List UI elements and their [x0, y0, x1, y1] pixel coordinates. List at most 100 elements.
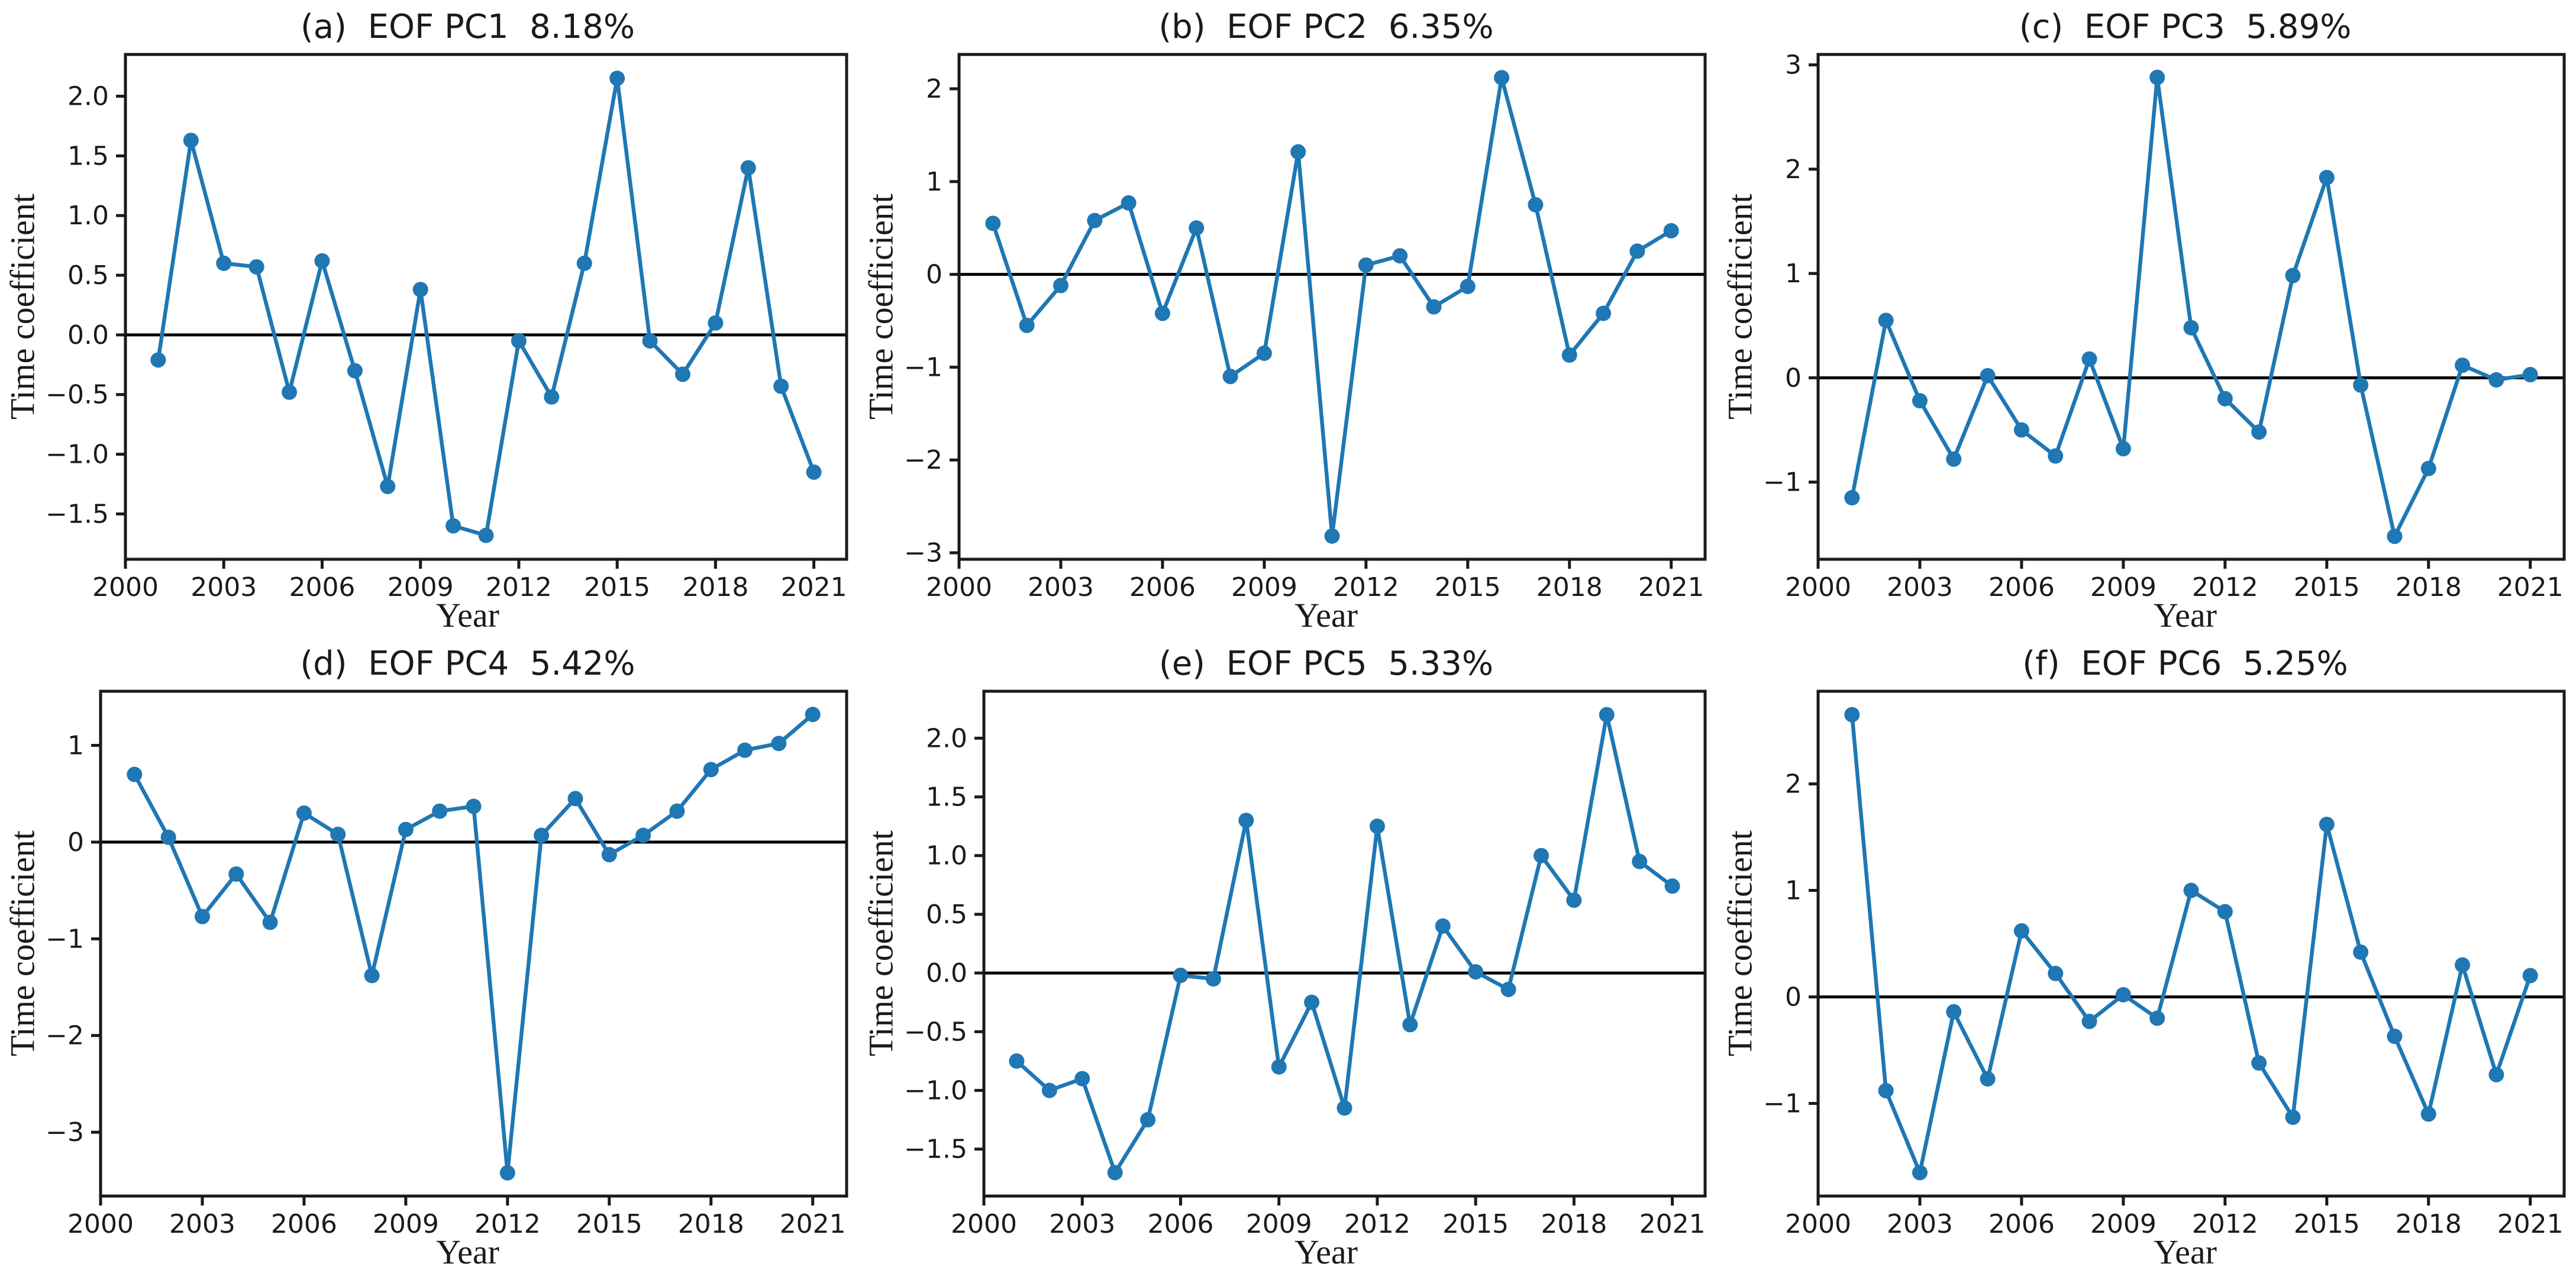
x-tick-label: 2015 [1442, 1209, 1509, 1239]
y-tick-label: 0 [926, 260, 942, 290]
subplot-e-title: (e) EOF PC5 5.33% [1158, 644, 1494, 683]
data-point [1844, 707, 1860, 723]
data-point [642, 333, 658, 349]
data-point [2251, 1055, 2267, 1071]
data-point [1878, 1082, 1894, 1098]
y-tick-label: 1 [1785, 259, 1802, 289]
data-point [773, 378, 789, 394]
x-tick-label: 2006 [1989, 572, 2055, 602]
data-point [1074, 1071, 1090, 1087]
x-tick-label: 2003 [1887, 1209, 1953, 1239]
data-point [1980, 1071, 1996, 1087]
data-point [1435, 918, 1451, 934]
data-point [2115, 441, 2131, 457]
data-point [314, 253, 330, 269]
data-point [1561, 347, 1577, 363]
y-tick-label: 0.5 [67, 260, 109, 291]
y-tick-label: −1 [46, 924, 84, 954]
y-tick-label: −2 [46, 1021, 84, 1051]
data-point [740, 160, 756, 176]
axes-frame [1816, 689, 2566, 1198]
x-tick-label: 2006 [289, 572, 355, 602]
data-point [1980, 368, 1996, 383]
data-point [1107, 1165, 1123, 1181]
x-tick-label: 2003 [1049, 1209, 1115, 1239]
x-tick-label: 2012 [2192, 572, 2258, 602]
y-tick-label: 1 [1785, 876, 1802, 906]
y-tick-label: −1 [904, 352, 942, 382]
x-tick-label: 2012 [2192, 1209, 2258, 1239]
subplot-b-plot-area: 2000 2003 2006 2009 2012 2015 2018 2021 −3 −2 −1 0 1… [904, 53, 1707, 602]
data-point [1140, 1112, 1156, 1128]
x-tick-label: 2003 [169, 1209, 235, 1239]
data-point [1844, 490, 1860, 506]
data-point [985, 215, 1001, 231]
subplot-a-xlabel: Year [436, 596, 499, 634]
data-point [2420, 1106, 2436, 1122]
subplot-e-xlabel: Year [1295, 1233, 1358, 1271]
data-point [703, 762, 719, 778]
x-tick-label: 2000 [92, 572, 159, 602]
y-tick-label: 0 [67, 827, 84, 858]
x-tick-label: 2021 [1638, 572, 1705, 602]
data-point [609, 70, 625, 86]
data-point [2183, 882, 2199, 898]
subplot-d-title: (d) EOF PC4 5.42% [300, 644, 635, 683]
y-tick-label: 1 [67, 731, 84, 761]
data-point [2183, 320, 2199, 336]
axes-frame [99, 689, 848, 1198]
data-point [1041, 1082, 1057, 1098]
data-point [1468, 964, 1484, 980]
data-point [2488, 372, 2504, 388]
data-point [669, 803, 685, 819]
x-tick-label: 2003 [191, 572, 257, 602]
y-tick-label: −0.5 [46, 380, 109, 410]
y-tick-label: 1.5 [67, 141, 109, 171]
data-point [2455, 957, 2471, 973]
data-point [1528, 197, 1544, 213]
data-point [2081, 351, 2097, 367]
data-point [1946, 1004, 1962, 1020]
y-tick-label: 2.0 [926, 723, 967, 753]
data-point [2081, 1013, 2097, 1029]
subplot-d-plot-area: 2000 2003 2006 2009 2012 2015 2018 2021 −3 −2 −1 0 1 [46, 689, 848, 1239]
data-point [347, 363, 363, 379]
data-point [2013, 422, 2029, 438]
y-tick-label: 0.0 [926, 958, 967, 988]
data-point [1271, 1059, 1287, 1075]
data-point [1009, 1053, 1025, 1069]
subplot-c-xlabel: Year [2154, 596, 2217, 634]
subplot-a-plot-area: 2000 2003 2006 2009 2012 2015 2018 2021 −1.5 −1.0… [46, 53, 848, 602]
data-point [2522, 968, 2538, 984]
y-tick-label: −0.5 [904, 1017, 967, 1047]
data-point [1663, 223, 1679, 239]
data-point [1599, 707, 1615, 723]
data-point [1566, 892, 1582, 908]
data-point [511, 333, 527, 349]
x-tick-label: 2021 [780, 1209, 846, 1239]
data-point [1358, 257, 1374, 273]
data-point [2455, 357, 2471, 373]
y-tick-label: −1 [1763, 1088, 1802, 1119]
subplot-f: (f) EOF PC6 5.25% Time coefficient 2000 2… [1718, 637, 2576, 1273]
data-point [1189, 220, 1205, 236]
y-tick-label: −2 [904, 445, 942, 475]
subplot-d-xlabel: Year [436, 1233, 499, 1271]
subplot-d: (d) EOF PC4 5.42% Time coefficient 2000 2… [0, 637, 858, 1273]
x-tick-label: 2018 [1541, 1209, 1607, 1239]
data-point [262, 914, 278, 930]
x-tick-label: 2000 [951, 1209, 1017, 1239]
subplot-a-title: (a) EOF PC1 8.18% [300, 8, 635, 46]
y-tick-label: −1.5 [904, 1135, 967, 1165]
y-tick-label: −1.0 [46, 440, 109, 470]
data-point [432, 803, 448, 819]
data-point [2319, 816, 2335, 832]
data-point [296, 805, 312, 821]
data-point [1500, 981, 1516, 997]
data-point [228, 866, 244, 882]
data-point [1369, 818, 1385, 834]
data-point [2319, 169, 2335, 185]
x-tick-label: 2006 [1147, 1209, 1213, 1239]
y-tick-label: 1.0 [67, 201, 109, 231]
data-point [1222, 369, 1238, 385]
